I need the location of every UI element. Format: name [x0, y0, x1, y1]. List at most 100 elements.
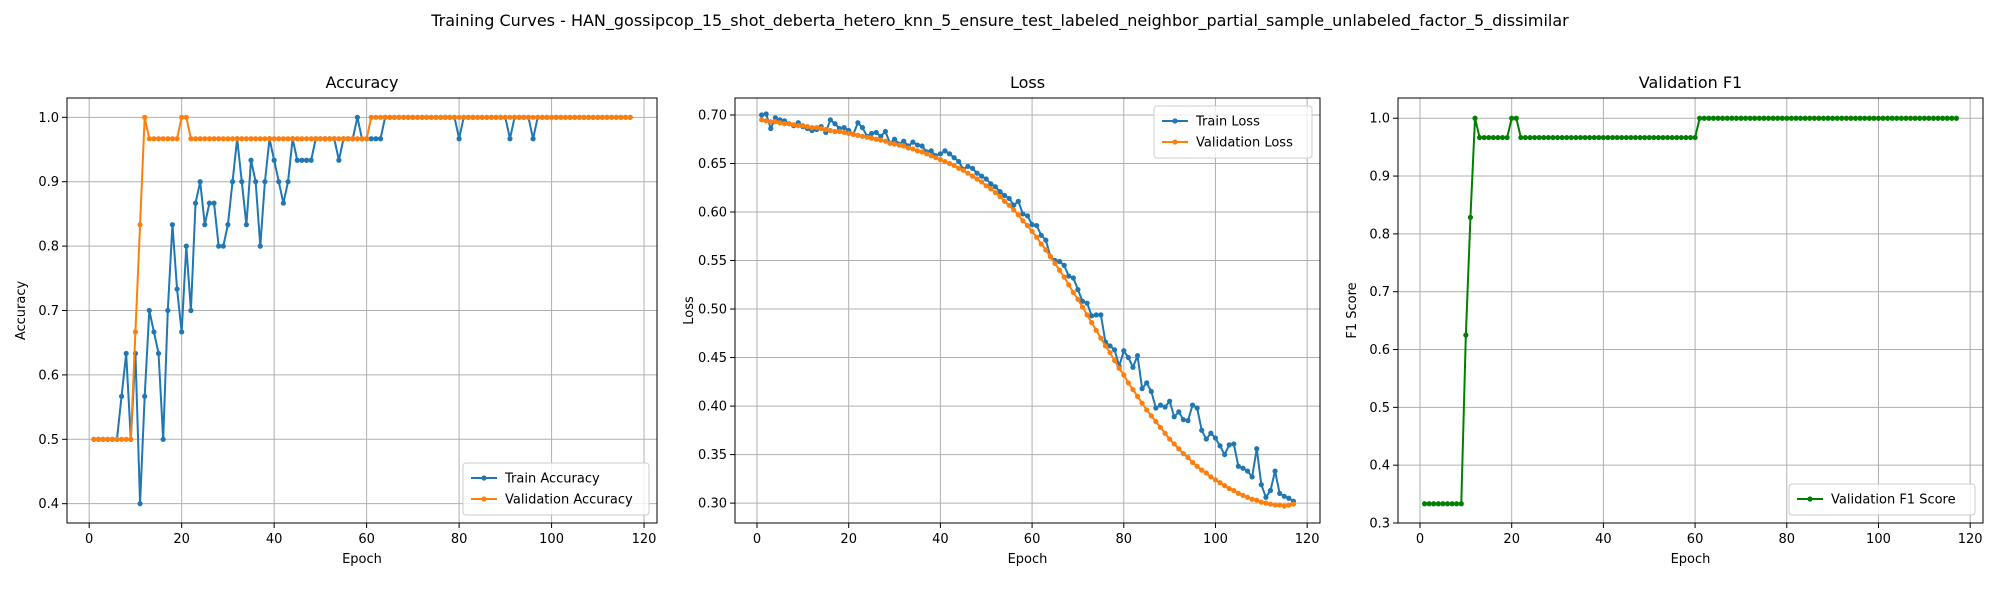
- data-point: [781, 121, 788, 127]
- x-tick-label: 100: [539, 532, 564, 547]
- data-point: [1038, 241, 1044, 247]
- y-tick-label: 1.0: [1369, 112, 1390, 127]
- data-point: [1499, 134, 1506, 141]
- data-point: [192, 200, 199, 206]
- x-tick-label: 120: [632, 532, 657, 547]
- data-point: [479, 114, 485, 120]
- data-point: [1144, 380, 1150, 386]
- data-point: [1710, 115, 1717, 121]
- data-point: [327, 136, 333, 142]
- data-point: [1038, 232, 1044, 238]
- data-point: [1189, 459, 1196, 465]
- data-point: [1102, 343, 1109, 349]
- y-tick-label: 0.45: [698, 351, 727, 366]
- data-point: [294, 136, 300, 142]
- data-point: [155, 136, 162, 142]
- data-point: [768, 119, 774, 125]
- validation-f1-panel: 0 20 40 60 80 100 120 0.3 0.4 0.5 0.6 0.7 0.8 0.9 1.0 V…: [1345, 73, 1984, 567]
- data-point: [618, 114, 624, 120]
- data-point: [1093, 312, 1099, 318]
- data-point: [979, 173, 985, 179]
- data-point: [1277, 490, 1283, 497]
- x-tick-label: 40: [932, 532, 949, 547]
- data-point: [983, 183, 989, 189]
- data-point: [387, 114, 393, 120]
- data-point: [197, 136, 203, 142]
- data-point: [832, 121, 838, 127]
- data-point: [442, 114, 448, 120]
- data-point: [1600, 134, 1606, 141]
- data-point: [1203, 470, 1209, 476]
- data-point: [951, 162, 957, 169]
- data-point: [946, 160, 953, 167]
- data-point: [206, 136, 213, 142]
- data-point: [869, 130, 875, 137]
- legend: Train Loss Validation Loss: [1153, 105, 1313, 159]
- data-point: [188, 307, 194, 314]
- data-point: [502, 114, 508, 120]
- data-point: [1458, 501, 1464, 507]
- data-point: [914, 142, 921, 148]
- data-point: [1752, 115, 1758, 121]
- data-point: [95, 436, 102, 442]
- data-point: [548, 114, 555, 120]
- data-point: [823, 126, 829, 133]
- data-point: [535, 114, 541, 120]
- data-point: [992, 190, 999, 196]
- data-point: [530, 136, 536, 142]
- y-tick-label: 0.9: [38, 175, 59, 190]
- data-point: [123, 436, 129, 442]
- data-point: [1513, 115, 1519, 121]
- x-tick-label: 40: [1595, 532, 1612, 547]
- data-point: [507, 136, 513, 142]
- data-point: [1254, 446, 1260, 452]
- data-point: [1504, 134, 1510, 141]
- x-tick-label: 80: [1116, 532, 1133, 547]
- legend-box: [1788, 483, 1976, 516]
- data-point: [313, 136, 319, 142]
- data-point: [1729, 115, 1735, 121]
- data-point: [1240, 465, 1246, 471]
- data-point: [1107, 350, 1113, 356]
- data-point: [1875, 115, 1882, 121]
- data-point: [1582, 134, 1588, 141]
- data-point: [595, 114, 601, 120]
- data-point: [1112, 357, 1118, 364]
- data-point: [276, 179, 282, 185]
- data-point: [1029, 228, 1035, 235]
- data-point: [216, 243, 222, 249]
- data-point: [1664, 134, 1671, 141]
- data-point: [1098, 335, 1104, 341]
- data-point: [832, 128, 838, 135]
- data-point: [786, 121, 792, 127]
- data-point: [763, 111, 769, 117]
- data-point: [567, 114, 573, 120]
- data-point: [869, 135, 875, 141]
- data-point: [1784, 115, 1790, 121]
- data-point: [814, 124, 820, 131]
- accuracy-panel: 0 20 40 60 80 100 120 0.4 0.5 0.6 0.7 0.8 0.9 1.0 Accu…: [14, 73, 658, 567]
- data-point: [772, 119, 778, 125]
- data-point: [1020, 211, 1026, 217]
- data-point: [1093, 327, 1099, 333]
- data-point: [1857, 115, 1863, 121]
- data-point: [1066, 273, 1072, 279]
- data-point: [585, 114, 592, 120]
- legend-label: Train Accuracy: [504, 472, 600, 487]
- data-point: [169, 136, 176, 142]
- data-point: [1724, 115, 1730, 121]
- data-point: [137, 222, 143, 228]
- data-point: [1217, 443, 1223, 449]
- legend-box: [1153, 105, 1313, 159]
- data-point: [192, 136, 199, 142]
- data-point: [1522, 134, 1529, 141]
- data-point: [988, 181, 994, 187]
- data-point: [1212, 477, 1219, 483]
- data-point: [901, 143, 907, 149]
- data-point: [800, 123, 806, 129]
- data-point: [1463, 332, 1469, 338]
- data-point: [243, 222, 250, 228]
- data-point: [1742, 115, 1749, 121]
- x-tick-label: 80: [1779, 532, 1796, 547]
- data-point: [1421, 501, 1428, 507]
